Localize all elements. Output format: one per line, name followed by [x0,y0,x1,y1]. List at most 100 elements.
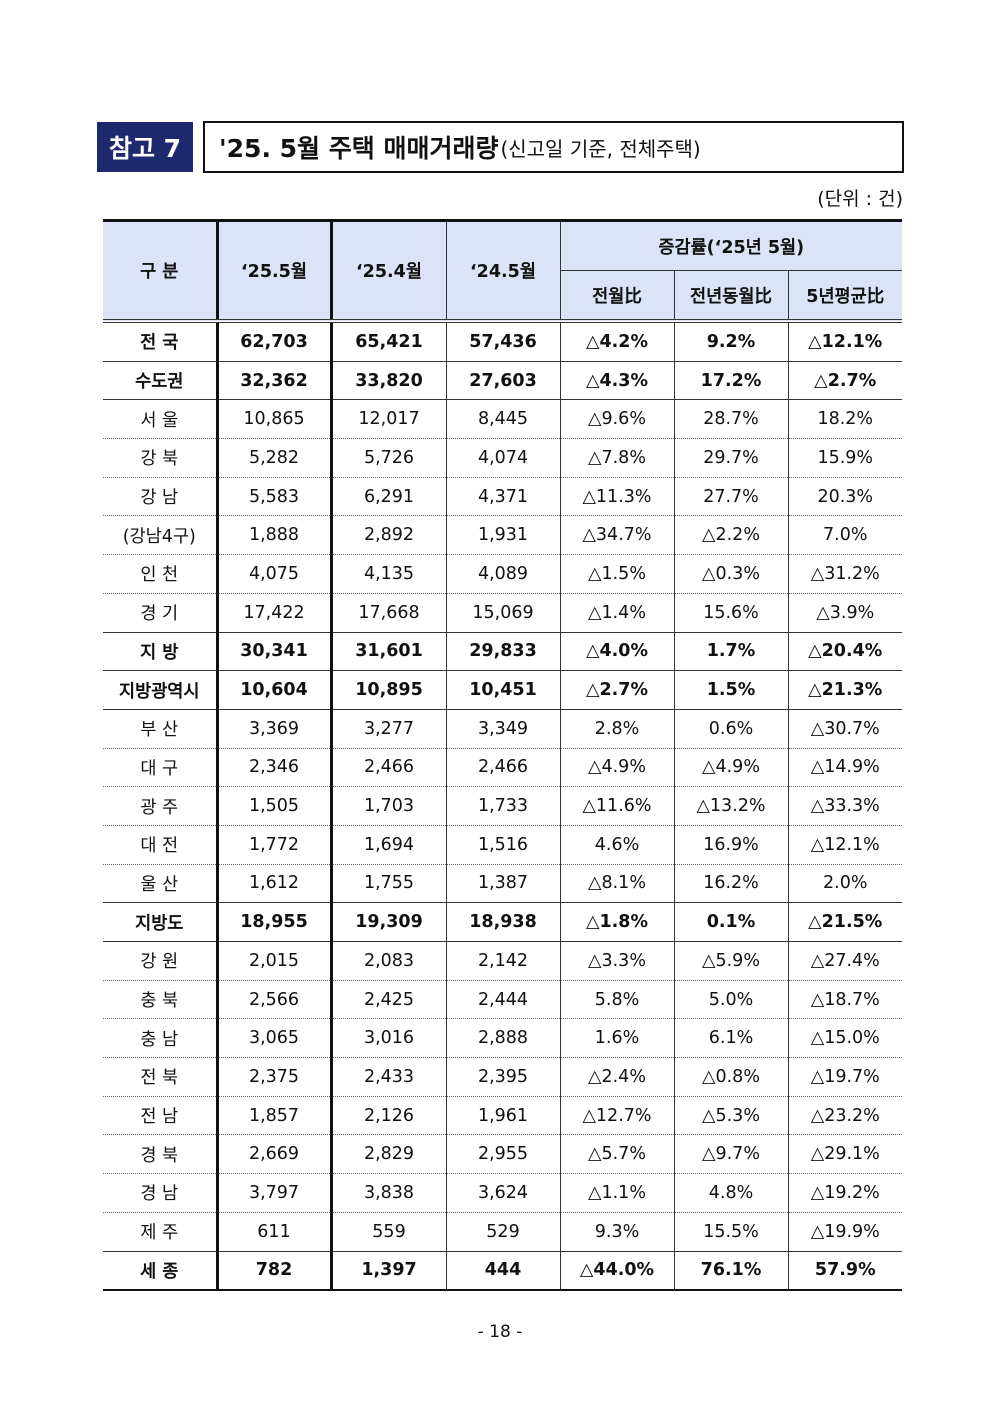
row-label: 광 주 [103,786,217,826]
header-cell: ‘24.5월 [445,219,561,322]
table-row: 충 북 2,566 2,425 2,444 5.8% 5.0% △18.7% [103,979,903,1019]
row-label: 부 산 [103,708,217,749]
table-body: 전 국 62,703 65,421 57,436 △4.2% 9.2% △12.1% 수도권 3… [103,318,903,1292]
table-cell: △30.7% [787,708,903,749]
table-cell: △31.2% [787,554,903,594]
table-row: 지 방 30,341 31,601 29,833 △4.0% 1.7% △20.4% [103,631,903,671]
table-cell: 1.6% [559,1018,674,1058]
table-cell: △19.7% [787,1057,903,1097]
table-cell: 4,089 [445,554,560,594]
table-cell: 17,668 [330,592,446,632]
group-header: 증감률(‘25년 5월) [559,219,903,271]
table-cell: 3,277 [330,708,446,749]
table-cell: △13.2% [673,786,788,826]
row-label: 전 북 [103,1057,217,1097]
table-cell: 1,516 [445,824,560,865]
table-cell: 3,369 [215,708,333,749]
table-cell: 18.2% [787,399,903,439]
table-cell: 444 [445,1250,560,1292]
table-cell: 2,433 [330,1057,446,1097]
table-cell: 0.6% [673,708,788,749]
row-label: 전 국 [103,318,217,362]
table-cell: 1,397 [330,1250,446,1292]
table-cell: 32,362 [215,360,333,400]
table-cell: 1,694 [330,824,446,865]
table-cell: △5.9% [673,941,788,981]
table-cell: 2.0% [787,863,903,903]
header-cell: 전월比 [560,270,675,322]
table-cell: 782 [215,1250,333,1292]
row-label: 인 천 [103,554,217,594]
table-cell: 5,282 [215,438,333,478]
table-cell: 57.9% [787,1250,903,1292]
table-cell: △11.3% [559,476,674,516]
table-cell: 16.9% [673,824,788,865]
table-cell: 1,888 [215,515,333,555]
table-row: 전 국 62,703 65,421 57,436 △4.2% 9.2% △12.1% [103,318,903,362]
table-cell: 18,938 [445,902,560,942]
row-label: 전 남 [103,1095,217,1135]
table-cell: △19.2% [787,1173,903,1213]
table-cell: 28.7% [673,399,788,439]
table-row: 대 전 1,772 1,694 1,516 4.6% 16.9% △12.1% [103,824,903,865]
table-cell: 4.8% [673,1173,788,1213]
table-row: 제 주 611 559 529 9.3% 15.5% △19.9% [103,1211,903,1251]
table-cell: 31,601 [330,631,446,671]
table-cell: 529 [445,1211,560,1251]
row-label: 서 울 [103,399,217,439]
table-cell: 12,017 [330,399,446,439]
table-cell: △4.2% [559,318,674,362]
table-cell: 4.6% [559,824,674,865]
table-cell: 17.2% [673,360,788,400]
row-label: 수도권 [103,360,217,400]
table-cell: 3,016 [330,1018,446,1058]
table-cell: △2.2% [673,515,788,555]
data-table: 구 분 ‘25.5월 ‘25.4월 ‘24.5월 증감률(‘25년 5월) 전월… [103,219,903,1292]
table-row: 경 남 3,797 3,838 3,624 △1.1% 4.8% △19.2% [103,1173,903,1213]
table-cell: 8,445 [445,399,560,439]
table-row: (강남4구) 1,888 2,892 1,931 △34.7% △2.2% 7.0% [103,515,903,555]
table-row: 부 산 3,369 3,277 3,349 2.8% 0.6% △30.7% [103,708,903,749]
table-cell: △1.4% [559,592,674,632]
table-row: 대 구 2,346 2,466 2,466 △4.9% △4.9% △14.9% [103,747,903,787]
table-cell: 65,421 [330,318,446,362]
table-cell: 5.8% [559,979,674,1019]
table-cell: 16.2% [673,863,788,903]
table-row: 경 북 2,669 2,829 2,955 △5.7% △9.7% △29.1% [103,1134,903,1174]
table-row: 경 기 17,422 17,668 15,069 △1.4% 15.6% △3.9% [103,592,903,632]
table-row: 세 종 782 1,397 444 △44.0% 76.1% 57.9% [103,1250,903,1292]
table-cell: 27,603 [445,360,560,400]
table-row: 지방도 18,955 19,309 18,938 △1.8% 0.1% △21.5% [103,902,903,942]
unit: (단위 : 건) [817,188,903,210]
table-cell: 62,703 [215,318,333,362]
table-cell: 611 [215,1211,333,1251]
header-cell: ‘25.5월 [215,219,333,322]
table-cell: 1,505 [215,786,333,826]
header-cell: 전년동월比 [673,270,789,322]
table-cell: 3,349 [445,708,560,749]
table-cell: 1,755 [330,863,446,903]
table-cell: △4.9% [673,747,788,787]
table-cell: 27.7% [673,476,788,516]
table-cell: △1.5% [559,554,674,594]
table-cell: 2,669 [215,1134,333,1174]
table-cell: 15.9% [787,438,903,478]
table-row: 울 산 1,612 1,755 1,387 △8.1% 16.2% 2.0% [103,863,903,903]
table-cell: 2,015 [215,941,333,981]
row-label: 경 남 [103,1173,217,1213]
table-cell: △0.3% [673,554,788,594]
table-cell: 2,955 [445,1134,560,1174]
table-cell: △12.1% [787,824,903,865]
table-cell: 2,829 [330,1134,446,1174]
reference-label: 참고 7 [97,122,193,172]
table-cell: 2,083 [330,941,446,981]
table-cell: 1,772 [215,824,333,865]
table-cell: 2,892 [330,515,446,555]
table-cell: 10,604 [215,670,333,710]
table-cell: 18,955 [215,902,333,942]
table-cell: △12.7% [559,1095,674,1135]
table-cell: 9.3% [559,1211,674,1251]
table-cell: 3,838 [330,1173,446,1213]
header-cell: ‘25.4월 [330,219,447,322]
